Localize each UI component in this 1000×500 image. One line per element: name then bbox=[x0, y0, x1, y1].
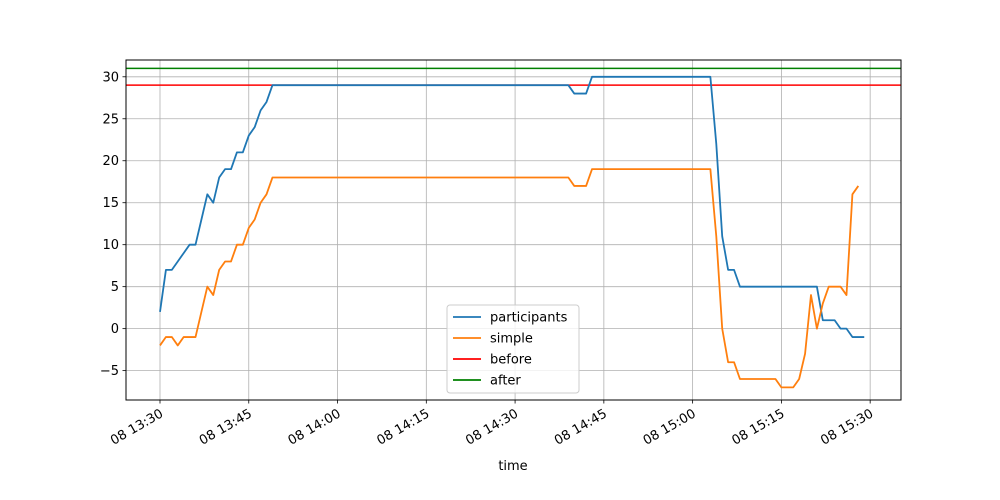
x-tick-label: 08 14:45 bbox=[552, 406, 610, 448]
y-tick-label: −5 bbox=[100, 364, 119, 379]
x-tick-label: 08 13:45 bbox=[197, 406, 255, 448]
legend-label: participants bbox=[490, 311, 568, 326]
y-tick-label: 10 bbox=[102, 238, 119, 253]
plot-area-frame bbox=[125, 59, 902, 401]
x-tick-label: 08 15:30 bbox=[818, 406, 876, 448]
x-tick-label: 08 14:30 bbox=[463, 406, 521, 448]
grid-lines bbox=[126, 60, 901, 400]
x-tick-label: 08 14:15 bbox=[374, 406, 432, 448]
x-axis-ticks: 08 13:30 08 13:45 08 14:00 08 14:15 08 14:30… bbox=[108, 400, 876, 449]
y-tick-label: 0 bbox=[111, 322, 119, 337]
y-axis-ticks: −5 0 5 10 15 20 25 30 bbox=[100, 70, 126, 379]
y-tick-label: 30 bbox=[102, 70, 119, 85]
legend: participants simple before after bbox=[446, 304, 580, 394]
y-tick-label: 20 bbox=[102, 154, 119, 169]
legend-label: before bbox=[490, 353, 532, 368]
series-line-participants bbox=[159, 75, 865, 338]
x-tick-label: 08 15:15 bbox=[730, 406, 788, 448]
x-tick-label: 08 14:00 bbox=[286, 406, 344, 448]
legend-box bbox=[446, 304, 580, 394]
series-lines bbox=[159, 75, 865, 389]
x-tick-label: 08 13:30 bbox=[108, 406, 166, 448]
legend-label: simple bbox=[490, 332, 533, 347]
y-tick-label: 15 bbox=[102, 196, 119, 211]
x-tick-label: 08 15:00 bbox=[641, 406, 699, 448]
y-tick-label: 5 bbox=[111, 280, 119, 295]
legend-label: after bbox=[490, 374, 521, 389]
series-line-simple bbox=[159, 168, 860, 389]
y-tick-label: 25 bbox=[102, 112, 119, 127]
x-axis-label: time bbox=[498, 459, 527, 474]
